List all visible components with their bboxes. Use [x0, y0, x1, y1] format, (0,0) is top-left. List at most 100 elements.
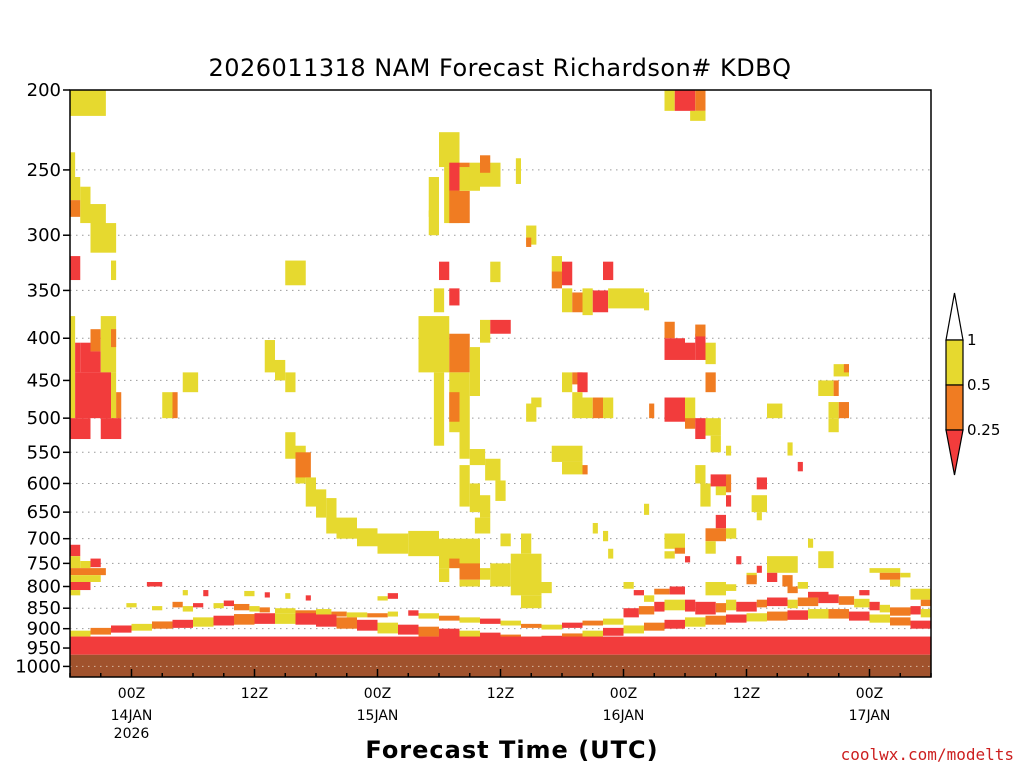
ri-cell: [664, 599, 685, 611]
ri-cell: [705, 528, 726, 542]
ri-cell: [449, 392, 460, 422]
ri-cell: [582, 620, 603, 626]
ri-cell: [70, 630, 91, 637]
ri-cell: [664, 321, 675, 339]
colorbar-legend: 1 0.5 0.25: [945, 292, 1000, 476]
ri-cell: [705, 541, 716, 554]
ri-cell: [838, 596, 855, 605]
ri-cell: [126, 603, 137, 608]
ri-cell: [592, 522, 598, 534]
ri-cell: [526, 237, 532, 247]
ri-cell: [326, 498, 337, 534]
ri-cell: [869, 568, 901, 573]
heatmap-cells: [70, 90, 931, 647]
ri-cell: [869, 601, 880, 611]
y-tick-label: 450: [27, 370, 61, 391]
ri-cell: [459, 617, 480, 623]
ri-cell: [526, 403, 537, 422]
ri-cell: [767, 597, 788, 607]
ri-cell: [428, 177, 439, 217]
ri-cell: [808, 609, 829, 619]
ri-cell: [439, 628, 460, 639]
ri-cell: [910, 620, 931, 629]
ri-cell: [377, 596, 388, 601]
ri-cell: [433, 288, 445, 313]
x-tick-label: 12Z: [733, 686, 760, 702]
ri-cell: [75, 342, 81, 373]
ri-cell: [70, 152, 76, 178]
colorbar-top-arrow: [945, 292, 964, 341]
y-tick-label: 900: [27, 619, 61, 640]
ri-cell: [633, 590, 644, 596]
ri-cell: [275, 608, 296, 614]
ri-cell: [485, 458, 501, 481]
ri-cell: [223, 600, 234, 607]
ri-cell: [70, 556, 81, 569]
ri-cell: [736, 556, 742, 565]
ri-cell: [726, 495, 732, 507]
ri-cell: [833, 380, 839, 397]
ri-cell: [608, 288, 644, 309]
ri-cell: [603, 627, 624, 636]
ri-cell: [234, 614, 255, 625]
ri-cell: [244, 590, 255, 597]
ri-cell: [818, 380, 834, 397]
ri-cell: [70, 316, 76, 419]
ri-cell: [90, 351, 101, 373]
ri-cell: [603, 261, 614, 281]
ri-cell: [70, 575, 101, 582]
ri-cell: [715, 486, 726, 496]
ri-cell: [526, 225, 537, 245]
ri-cell: [756, 565, 762, 573]
ri-cell: [715, 514, 726, 529]
ri-cell: [715, 603, 726, 613]
colorbar-segment: [945, 339, 964, 386]
ri-cell: [649, 403, 655, 419]
ri-cell: [295, 613, 316, 625]
x-tick-label: 00Z: [856, 686, 883, 702]
ri-cell: [439, 261, 450, 281]
ri-cell: [726, 445, 732, 456]
ri-cell: [459, 563, 480, 580]
ri-cell: [80, 560, 91, 569]
ri-cell: [890, 617, 911, 626]
ri-cell: [562, 372, 573, 393]
ri-cell: [439, 132, 460, 168]
ri-cell: [551, 271, 562, 289]
ri-cell: [490, 319, 511, 334]
ri-cell: [828, 609, 849, 619]
ri-cell: [572, 292, 583, 313]
ri-cell: [756, 599, 767, 608]
y-tick-label: 400: [27, 328, 61, 349]
ri-cell: [797, 461, 803, 472]
ri-cell: [736, 601, 757, 612]
ri-cell: [700, 483, 711, 507]
ri-cell: [285, 372, 296, 393]
ri-cell: [685, 342, 696, 360]
ri-cell: [521, 595, 542, 609]
ri-cell: [828, 402, 839, 419]
surface-unstable-layer: [70, 636, 931, 655]
ri-cell: [428, 210, 439, 236]
y-tick-label: 1000: [15, 656, 61, 677]
ri-cell: [562, 461, 583, 475]
x-axis-label: Forecast Time (UTC): [365, 736, 658, 764]
ri-cell: [70, 256, 81, 281]
ri-cell: [90, 329, 101, 352]
ri-cell: [439, 568, 450, 582]
ri-cell: [828, 418, 839, 433]
ri-cell: [562, 288, 573, 313]
ri-cell: [490, 563, 511, 587]
ri-cell: [316, 489, 327, 518]
ri-cell: [111, 329, 117, 348]
ri-cell: [474, 517, 491, 534]
ri-cell: [551, 256, 562, 272]
y-tick-label: 600: [27, 473, 61, 494]
ri-cell: [336, 517, 357, 539]
ri-cell: [100, 418, 122, 440]
ri-cell: [531, 397, 542, 408]
ri-cell: [695, 418, 706, 440]
ri-cell: [674, 90, 696, 111]
ri-cell: [920, 599, 931, 607]
ri-cell: [80, 186, 91, 224]
